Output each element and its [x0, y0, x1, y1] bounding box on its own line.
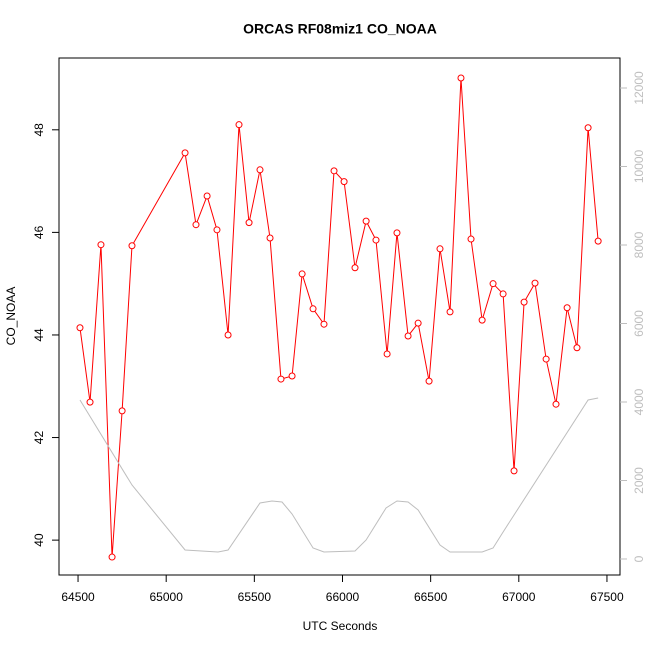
- point: [298, 270, 306, 278]
- point: [552, 400, 560, 408]
- point: [520, 298, 528, 306]
- point: [499, 290, 507, 298]
- point: [404, 332, 412, 340]
- y-tick-label: 40: [32, 533, 46, 547]
- point: [584, 124, 592, 132]
- x-tick-label: 67500: [590, 590, 624, 604]
- y2-tick-label: 2000: [632, 467, 646, 494]
- x-tick-label: 66000: [326, 590, 360, 604]
- plot-frame: [58, 57, 621, 576]
- y-axis-label: CO_NOAA: [4, 287, 18, 346]
- point: [436, 245, 444, 253]
- point: [372, 236, 380, 244]
- point: [446, 308, 454, 316]
- y2-tick-label: 10000: [632, 149, 646, 183]
- point: [256, 166, 264, 174]
- point: [467, 235, 475, 243]
- point: [118, 407, 126, 415]
- x-tick-label: 65500: [238, 590, 272, 604]
- x-tick-label: 67000: [502, 590, 536, 604]
- point: [213, 226, 221, 234]
- point: [128, 242, 136, 250]
- point: [192, 221, 200, 229]
- point: [108, 553, 116, 561]
- chart-title: ORCAS RF08miz1 CO_NOAA: [243, 21, 437, 37]
- point: [573, 344, 581, 352]
- point: [489, 280, 497, 288]
- y2-tick-label: 0: [632, 555, 646, 562]
- point: [457, 74, 465, 82]
- point: [478, 316, 486, 324]
- point: [86, 398, 94, 406]
- x-tick-label: 64500: [61, 590, 95, 604]
- series-line: [79, 397, 599, 553]
- point: [245, 219, 253, 227]
- y-tick-label: 48: [32, 123, 46, 137]
- point: [594, 237, 602, 245]
- point: [266, 234, 274, 242]
- y-tick-label: 42: [32, 431, 46, 445]
- point: [235, 121, 243, 129]
- point: [277, 375, 285, 383]
- point: [330, 167, 338, 175]
- y2-tick-label: 8000: [632, 231, 646, 258]
- point: [181, 149, 189, 157]
- point: [563, 304, 571, 312]
- point: [362, 217, 370, 225]
- point: [340, 178, 348, 186]
- y-tick-label: 46: [32, 225, 46, 239]
- x-tick-label: 66500: [414, 590, 448, 604]
- point: [542, 355, 550, 363]
- y2-tick-label: 6000: [632, 310, 646, 337]
- point: [224, 331, 232, 339]
- y2-tick-label: 4000: [632, 388, 646, 415]
- x-axis-label: UTC Seconds: [303, 619, 378, 633]
- point: [383, 350, 391, 358]
- point: [425, 377, 433, 385]
- point: [510, 467, 518, 475]
- y2-tick-label: 12000: [632, 71, 646, 105]
- point: [288, 372, 296, 380]
- point: [414, 319, 422, 327]
- point: [76, 324, 84, 332]
- point: [531, 279, 539, 287]
- point: [320, 320, 328, 328]
- point: [351, 264, 359, 272]
- point: [97, 241, 105, 249]
- series-line: [79, 77, 599, 558]
- y-tick-label: 44: [32, 328, 46, 342]
- point: [203, 192, 211, 200]
- point: [393, 229, 401, 237]
- x-tick-label: 65000: [150, 590, 184, 604]
- point: [309, 305, 317, 313]
